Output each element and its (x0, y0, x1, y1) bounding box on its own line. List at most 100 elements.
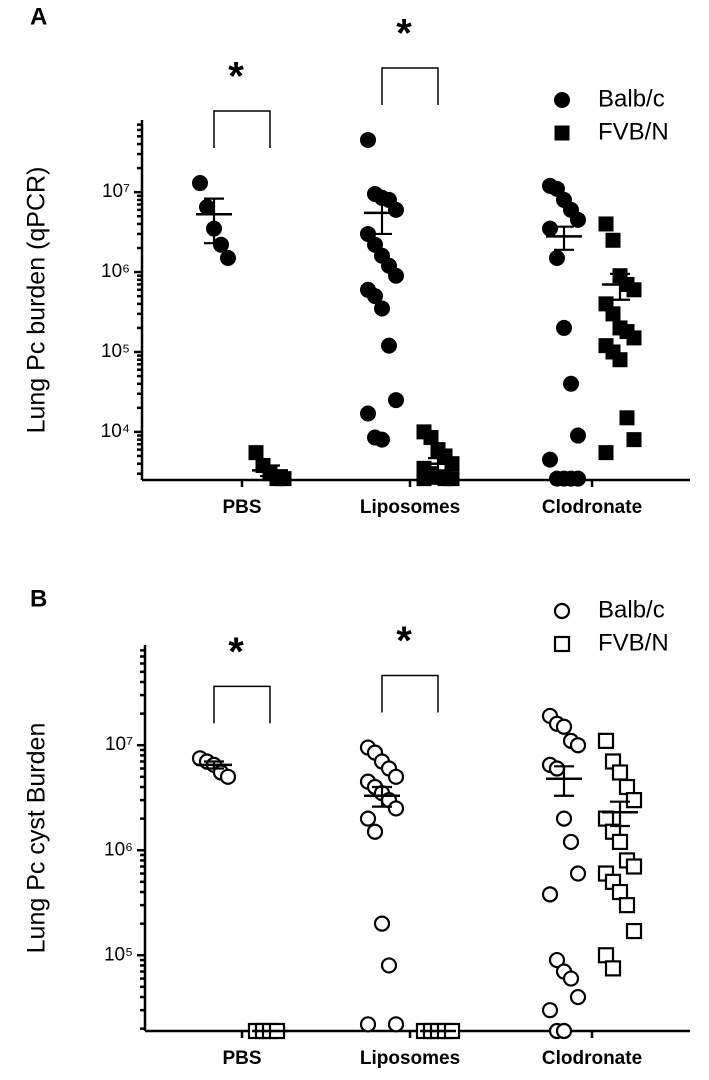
data-point (541, 886, 559, 903)
data-point (387, 800, 405, 817)
data-point (605, 232, 621, 248)
data-point (626, 282, 642, 298)
data-point (626, 330, 642, 346)
data-point (219, 768, 237, 785)
data-point (199, 199, 215, 216)
y-tick-label: 10⁴ (101, 421, 130, 442)
error-bar (372, 198, 392, 236)
data-point (570, 427, 586, 444)
legend-label: Balb/c (598, 596, 665, 623)
data-point (626, 432, 642, 448)
data-point (618, 778, 636, 796)
data-point (625, 792, 643, 809)
data-point (359, 1016, 377, 1033)
data-point (360, 131, 376, 148)
error-bar (554, 765, 574, 797)
data-point (569, 988, 587, 1006)
data-point (192, 175, 208, 192)
data-point (373, 915, 391, 932)
panel-label: B (30, 585, 47, 612)
y-axis-label: Lung Pc burden (qPCR) (23, 167, 51, 434)
error-bar (204, 197, 224, 245)
data-point (380, 957, 398, 974)
data-point (611, 764, 629, 781)
data-point (548, 951, 566, 969)
data-point (562, 970, 580, 987)
data-point (374, 300, 390, 317)
data-point (598, 216, 614, 232)
data-point (556, 319, 572, 336)
data-point (367, 288, 383, 305)
data-point (597, 810, 615, 827)
data-point (388, 267, 404, 284)
data-point (562, 833, 580, 851)
data-point (611, 883, 629, 901)
y-tick-label: 10⁶ (104, 839, 133, 860)
data-point (416, 471, 432, 487)
data-point (388, 201, 404, 218)
significance-bracket (213, 110, 271, 149)
data-point (605, 306, 621, 322)
data-point (359, 810, 377, 827)
y-tick-label: 10⁷ (102, 181, 130, 202)
data-point (366, 823, 384, 840)
data-point (248, 445, 264, 461)
data-point (388, 392, 404, 409)
data-point (625, 858, 643, 875)
data-point (618, 897, 636, 914)
data-point (381, 337, 397, 354)
significance-label: * (228, 55, 244, 99)
data-point (374, 431, 390, 448)
data-point (570, 211, 586, 228)
data-point (563, 375, 579, 392)
data-point (276, 471, 292, 487)
data-point (542, 451, 558, 468)
data-point (569, 737, 587, 754)
y-axis-label: Lung Pc cyst Burden (23, 723, 51, 954)
significance-label: * (396, 619, 412, 663)
panel-label: A (30, 3, 47, 30)
y-tick-label: 10⁵ (101, 341, 130, 362)
data-point (555, 1022, 573, 1040)
legend-label: Balb/c (598, 85, 665, 112)
y-tick-label: 10⁶ (101, 261, 130, 282)
legend-label: FVB/N (598, 118, 669, 145)
data-point (625, 922, 643, 940)
data-point (597, 732, 615, 749)
x-tick-label: PBS (222, 497, 261, 518)
significance-bracket (213, 685, 271, 724)
significance-label: * (396, 12, 412, 56)
data-point (598, 445, 614, 461)
x-tick-label: Liposomes (360, 497, 460, 518)
y-tick-label: 10⁵ (104, 944, 133, 965)
significance-bracket (381, 67, 439, 105)
error-bar (554, 225, 574, 251)
legend-label: FVB/N (598, 629, 669, 656)
data-point (555, 810, 573, 827)
data-point (387, 1016, 405, 1033)
x-tick-label: PBS (222, 1048, 261, 1069)
data-point (360, 405, 376, 422)
data-point (555, 718, 573, 735)
error-bar (610, 800, 630, 828)
x-tick-label: Liposomes (360, 1048, 460, 1069)
data-point (549, 250, 565, 267)
data-point (541, 1002, 559, 1019)
x-tick-label: Clodronate (542, 497, 642, 518)
x-tick-label: Clodronate (542, 1048, 642, 1069)
data-point (387, 768, 405, 785)
data-point (570, 470, 586, 487)
significance-label: * (228, 630, 244, 674)
data-point (597, 947, 615, 964)
data-point (548, 760, 566, 777)
y-tick-label: 10⁷ (105, 734, 133, 755)
legend-marker (554, 92, 570, 108)
data-point (220, 250, 236, 267)
error-bar (610, 272, 630, 301)
data-point (619, 410, 635, 426)
data-point (611, 833, 629, 851)
data-point (444, 471, 460, 487)
legend-marker (554, 125, 570, 141)
significance-bracket (381, 674, 439, 713)
